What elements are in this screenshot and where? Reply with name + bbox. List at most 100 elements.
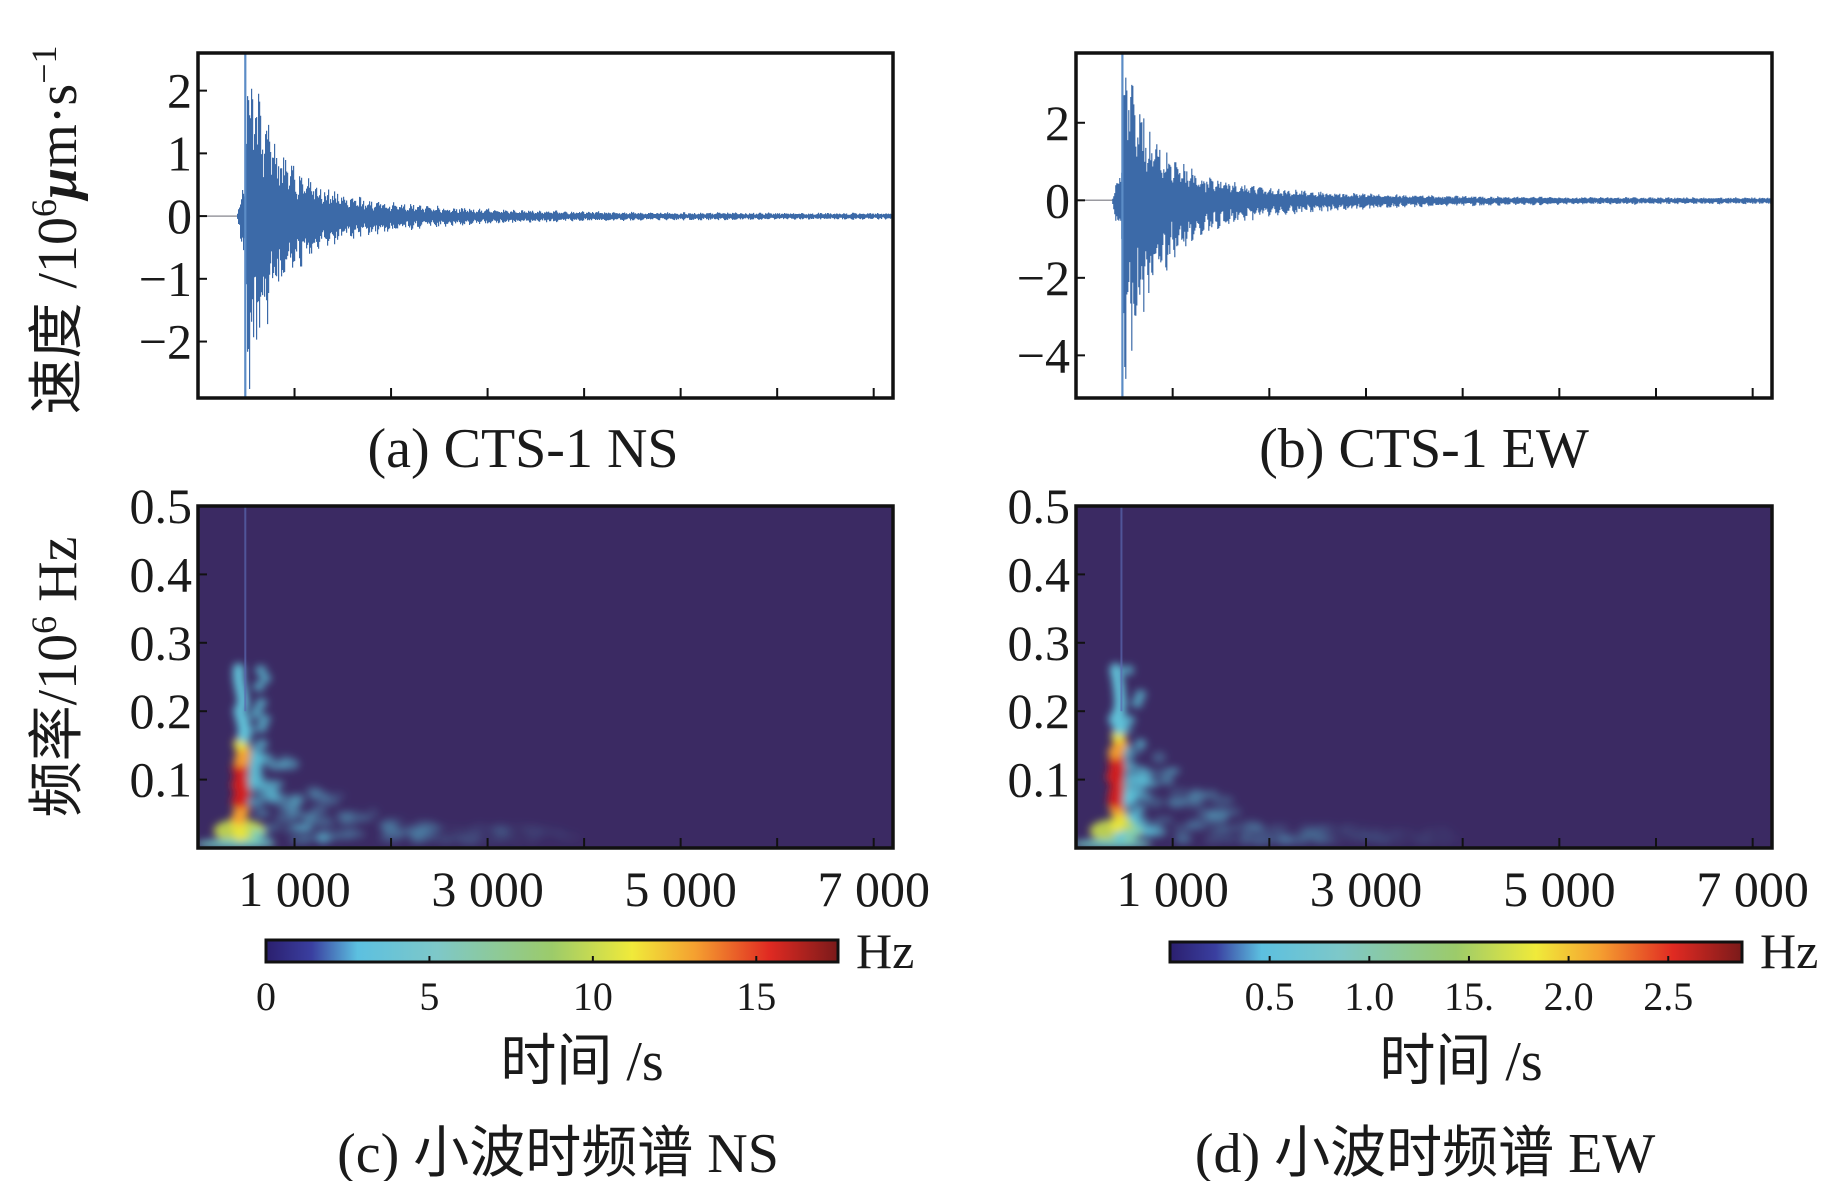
- energy-blob: [1122, 796, 1135, 807]
- series-ns-velocity: [237, 88, 893, 389]
- panel-c: 0 5 10 15 Hz 1 000 3 000 5 000 7 000 0.5 0.4 0.3 0.2…: [130, 478, 930, 1019]
- title-a: (a) CTS-1 NS: [367, 418, 678, 480]
- colorbar-tick-label: 15: [736, 974, 776, 1019]
- energy-blob: [420, 822, 441, 834]
- x-axis-label-c: 时间 /s: [500, 1031, 663, 1093]
- energy-blob: [1294, 837, 1309, 845]
- energy-blob: [1076, 838, 1152, 848]
- energy-blob: [1216, 835, 1238, 843]
- energy-blob: [1122, 780, 1135, 791]
- energy-blob: [1204, 834, 1220, 845]
- plot-area: [198, 506, 893, 848]
- energy-blob: [261, 789, 280, 796]
- y-tick-label: −4: [1017, 327, 1070, 383]
- colorbar-tick-label: 5: [419, 974, 439, 1019]
- y-tick-label: 0.5: [1008, 478, 1071, 534]
- y-tick-label: 2: [1045, 95, 1070, 151]
- energy-blob: [1174, 834, 1192, 844]
- y-tick-label: 0.4: [1008, 546, 1071, 602]
- energy-blob: [316, 821, 336, 832]
- energy-blob: [258, 714, 271, 725]
- energy-blob: [282, 824, 299, 834]
- energy-blob: [535, 832, 549, 839]
- energy-blob: [250, 763, 263, 774]
- y-axis-label-frequency: 频率/106 Hz: [24, 537, 89, 818]
- energy-blob: [253, 809, 271, 818]
- energy-blob: [1209, 826, 1228, 835]
- colorbar-unit-label: Hz: [856, 923, 914, 979]
- plot-frame: [196, 51, 895, 400]
- energy-blob: [332, 832, 354, 840]
- plot-area: [198, 53, 893, 398]
- energy-blob: [435, 835, 453, 847]
- energy-blob: [256, 780, 269, 791]
- energy-blob: [1145, 779, 1162, 787]
- x-tick-label: 1 000: [1116, 861, 1229, 917]
- energy-blob: [1238, 834, 1252, 847]
- y-tick-label: 0.3: [1008, 615, 1071, 671]
- energy-blob: [1126, 829, 1139, 840]
- energy-blob: [471, 832, 485, 843]
- y-tick-label: 0: [1045, 172, 1070, 228]
- energy-blob: [1126, 748, 1143, 756]
- plot-frame: [1074, 51, 1774, 400]
- energy-blob: [459, 827, 475, 835]
- energy-blob: [255, 697, 268, 708]
- plot-frame: [1074, 504, 1774, 850]
- energy-blob: [1173, 823, 1192, 836]
- colorbar-unit-label: Hz: [1760, 923, 1818, 979]
- energy-blob: [1184, 802, 1204, 810]
- panel-d: 0.5 1.0 15. 2.0 2.5 Hz 1 000 3 000 5 000 7 000 0.5…: [1008, 478, 1819, 1019]
- energy-blob: [1122, 788, 1135, 799]
- energy-blob: [1132, 821, 1145, 832]
- panel-b: 2 0 −2 −4: [1017, 51, 1774, 400]
- energy-blob: [1429, 826, 1448, 833]
- spectrogram-energy: [1076, 663, 1448, 848]
- y-tick-label: 0.3: [130, 615, 193, 671]
- plot-frame: [196, 504, 895, 850]
- energy-blob: [252, 755, 265, 766]
- title-c: (c) 小波时频谱 NS: [337, 1123, 779, 1181]
- energy-blob: [1134, 765, 1148, 773]
- title-b: (b) CTS-1 EW: [1259, 418, 1589, 480]
- energy-blob: [451, 833, 472, 840]
- energy-blob: [1134, 739, 1147, 750]
- colorbar-tick-label: 1.0: [1344, 974, 1394, 1019]
- energy-blob: [399, 825, 423, 838]
- x-axis-label-d: 时间 /s: [1379, 1031, 1542, 1093]
- energy-blob: [254, 665, 267, 676]
- x-tick-label: 5 000: [624, 861, 737, 917]
- y-tick-label: 0.4: [130, 546, 193, 602]
- energy-blob: [278, 754, 292, 763]
- y-tick-label: 2: [167, 63, 192, 119]
- energy-blob: [524, 838, 541, 844]
- energy-blob: [289, 834, 313, 845]
- energy-blob: [1145, 822, 1162, 834]
- energy-blob: [309, 790, 330, 802]
- energy-blob: [1161, 776, 1175, 785]
- y-tick-label: −1: [139, 251, 192, 307]
- spectrogram-energy: [198, 663, 551, 848]
- y-tick-label: −2: [139, 314, 192, 370]
- energy-blob: [1407, 830, 1423, 843]
- energy-blob: [508, 822, 531, 835]
- energy-blob: [523, 835, 538, 845]
- energy-blob: [1429, 833, 1442, 845]
- x-tick-label: 3 000: [1310, 861, 1423, 917]
- series-ew-velocity: [1112, 77, 1772, 379]
- energy-blob: [1153, 816, 1174, 824]
- energy-blob: [366, 808, 380, 819]
- energy-blob: [535, 826, 551, 834]
- energy-blob: [1397, 831, 1417, 838]
- y-tick-label: 0: [167, 188, 192, 244]
- y-tick-label: 0.1: [1008, 752, 1071, 808]
- y-tick-label: 0.5: [130, 478, 193, 534]
- energy-blob: [1207, 809, 1230, 821]
- energy-blob: [1142, 796, 1165, 808]
- energy-blob: [288, 793, 306, 806]
- energy-blob: [334, 826, 358, 834]
- plot-area: [1076, 53, 1772, 398]
- energy-blob: [246, 771, 259, 782]
- energy-blob: [1339, 823, 1357, 834]
